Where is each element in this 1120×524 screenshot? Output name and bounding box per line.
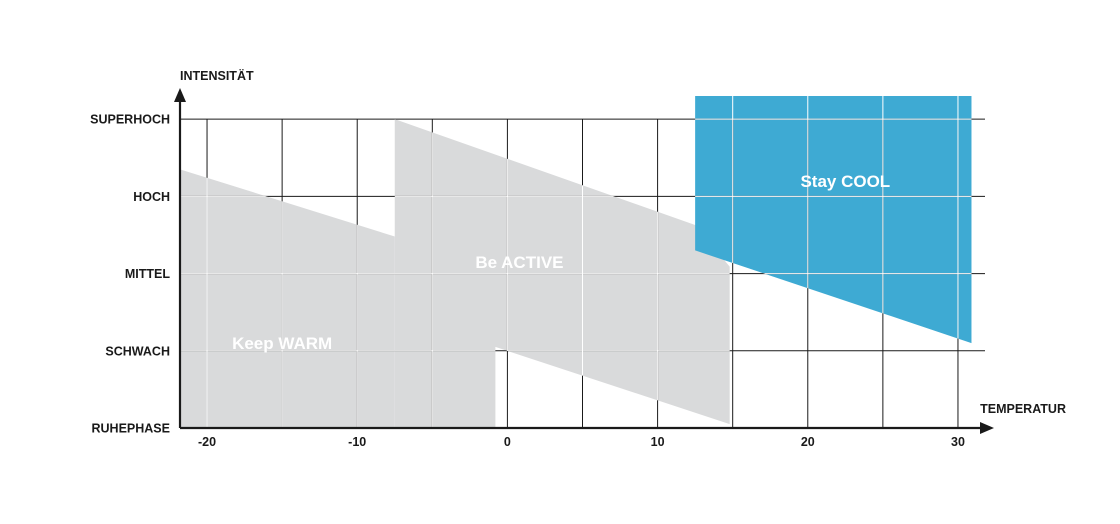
x-tick-label-20: 20 <box>801 435 815 449</box>
x-axis-title: TEMPERATUR <box>980 402 1066 416</box>
zone-label-stay-cool: Stay COOL <box>800 172 890 191</box>
zone-labels-layer: Keep WARM Be ACTIVE Stay COOL <box>232 172 890 353</box>
ticks-layer: -20 -10 0 10 20 30 RUHEPHASE SCHWACH MITTEL HOCH S… <box>90 113 965 449</box>
x-tick-label-neg10: -10 <box>348 435 366 449</box>
y-tick-label-superhoch: SUPERHOCH <box>90 113 170 127</box>
y-axis-arrow <box>174 88 186 102</box>
x-tick-label-0: 0 <box>504 435 511 449</box>
x-tick-label-neg20: -20 <box>198 435 216 449</box>
y-tick-label-ruhephase: RUHEPHASE <box>92 422 171 436</box>
zone-label-be-active: Be ACTIVE <box>475 253 563 272</box>
grid-layer <box>180 96 985 428</box>
y-axis-title: INTENSITÄT <box>180 68 254 83</box>
zone-stay-cool <box>695 96 972 344</box>
zone-keep-warm <box>180 169 395 429</box>
zones-layer <box>180 96 972 429</box>
x-tick-label-30: 30 <box>951 435 965 449</box>
zone-label-keep-warm: Keep WARM <box>232 334 332 353</box>
x-axis-arrow <box>980 422 994 434</box>
y-tick-label-mittel: MITTEL <box>125 267 170 281</box>
axes-layer: INTENSITÄT TEMPERATUR <box>174 68 1066 434</box>
y-tick-label-schwach: SCHWACH <box>105 344 170 358</box>
y-tick-label-hoch: HOCH <box>133 190 170 204</box>
x-tick-label-10: 10 <box>651 435 665 449</box>
